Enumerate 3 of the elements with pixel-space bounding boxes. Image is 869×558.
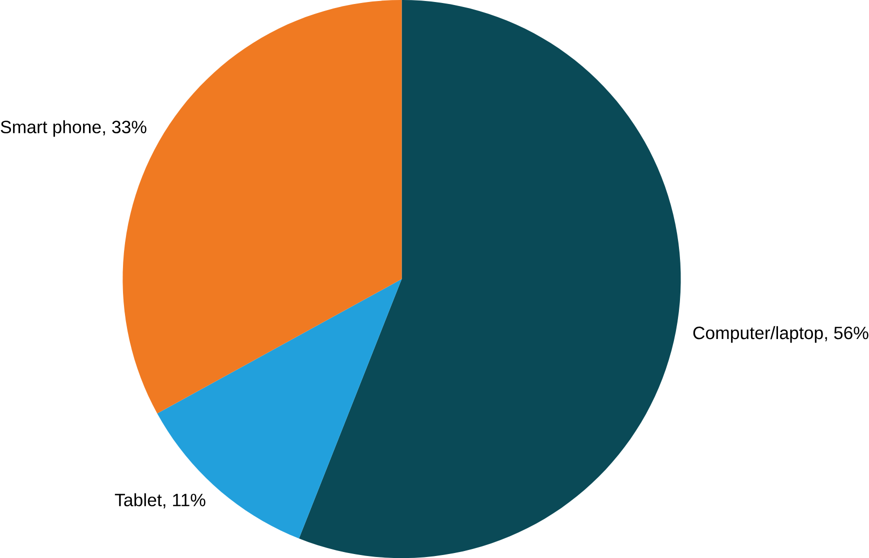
slice-label: Tablet, 11% [114,493,206,508]
slice-label: Smart phone, 33% [0,120,146,137]
slice-label: Computer/laptop, 56% [693,326,868,343]
